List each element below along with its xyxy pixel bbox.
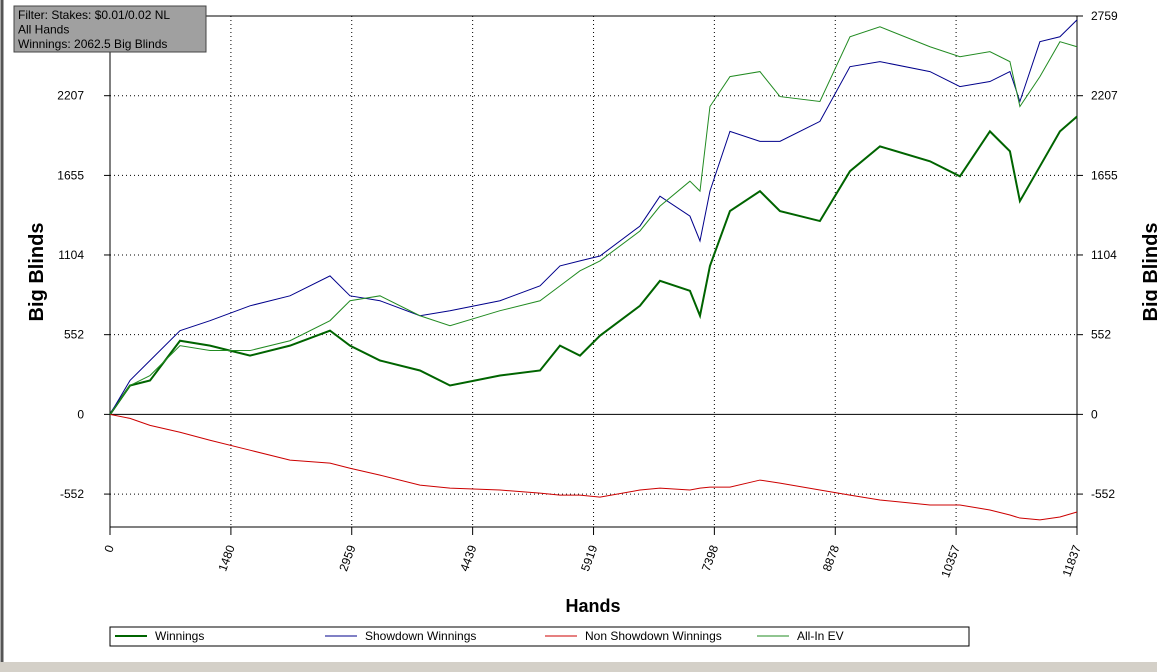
y2-tick-label: 552: [1091, 328, 1111, 342]
frame-bottom: [0, 662, 1157, 672]
x-tick-label: 0: [101, 543, 117, 554]
y-axis-label: Big Blinds: [26, 223, 48, 322]
y2-tick-label: 2759: [1091, 9, 1118, 23]
filter-text: Winnings: 2062.5 Big Blinds: [18, 37, 167, 51]
filter-text: All Hands: [18, 23, 69, 37]
y-tick-label: 552: [64, 328, 84, 342]
y2-tick-label: -552: [1091, 487, 1115, 501]
y2-tick-label: 2207: [1091, 89, 1118, 103]
filter-box: [13, 5, 207, 53]
legend-label: All-In EV: [797, 629, 844, 643]
legend-label: Non Showdown Winnings: [585, 629, 722, 643]
y-tick-label: -552: [60, 487, 84, 501]
series-line: [109, 413, 1078, 521]
series-line: [109, 26, 1078, 415]
y2-axis-label: Big Blinds: [1140, 223, 1157, 322]
series-line: [109, 115, 1078, 415]
legend-label: Showdown Winnings: [365, 629, 476, 643]
y-tick-label: 2207: [57, 89, 84, 103]
y2-tick-label: 1655: [1091, 168, 1118, 182]
y-tick-label: 1655: [57, 168, 84, 182]
series-line: [109, 19, 1078, 415]
y-tick-label: 1104: [58, 248, 84, 262]
filter-text: Filter: Stakes: $0.01/0.02 NL: [18, 8, 170, 22]
y2-tick-label: 0: [1091, 407, 1098, 421]
y-tick-label: 0: [77, 407, 84, 421]
y2-tick-label: 1104: [1091, 248, 1117, 262]
legend-label: Winnings: [155, 629, 204, 643]
x-axis-label: Hands: [565, 596, 620, 616]
legend-box: [109, 626, 970, 647]
